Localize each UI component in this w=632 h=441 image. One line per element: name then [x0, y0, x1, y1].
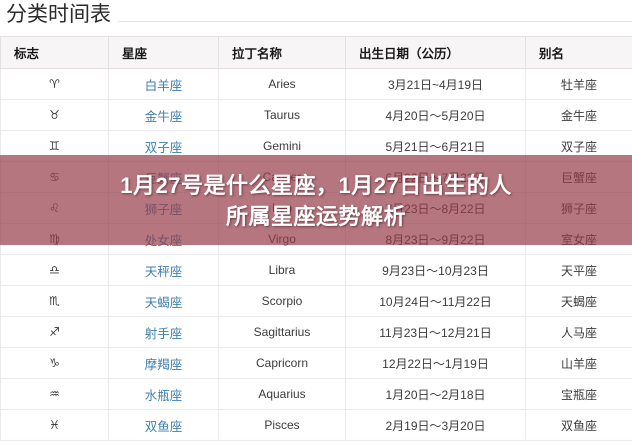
title-divider [118, 21, 632, 22]
birth-date: 1月20日～2月18日 [346, 379, 526, 410]
birth-date: 2月19日～3月20日 [346, 410, 526, 441]
table-row: ♈ 白羊座 Aries 3月21日~4月19日 牡羊座 [1, 69, 632, 100]
table-row: ♒ 水瓶座 Aquarius 1月20日～2月18日 宝瓶座 [1, 379, 632, 410]
constellation-link[interactable]: 天秤座 [145, 265, 183, 279]
zodiac-symbol-icon: ♒ [1, 379, 109, 410]
constellation-link[interactable]: 射手座 [145, 327, 183, 341]
latin-name: Scorpio [219, 286, 346, 317]
constellation-link[interactable]: 金牛座 [145, 110, 183, 124]
page-root: 分类时间表 标志 星座 拉丁名称 出生日期（公历） 别名 ♈ 白羊座 Aries… [0, 0, 632, 400]
constellation-link[interactable]: 双子座 [145, 141, 183, 155]
zodiac-symbol-icon: ♓ [1, 410, 109, 441]
constellation-link[interactable]: 水瓶座 [145, 389, 183, 403]
overlay-title-line-1: 1月27号是什么星座，1月27日出生的人 [120, 170, 511, 201]
alias-name: 人马座 [526, 317, 632, 348]
column-header-latin-name: 拉丁名称 [219, 37, 346, 69]
column-header-symbol: 标志 [1, 37, 109, 69]
table-row: ♎ 天秤座 Libra 9月23日～10月23日 天平座 [1, 255, 632, 286]
table-row: ♉ 金牛座 Taurus 4月20日～5月20日 金牛座 [1, 100, 632, 131]
latin-name: Capricorn [219, 348, 346, 379]
latin-name: Libra [219, 255, 346, 286]
overlay-title-line-2: 所属星座运势解析 [226, 201, 406, 232]
column-header-alias: 别名 [526, 37, 632, 69]
constellation-link[interactable]: 摩羯座 [145, 358, 183, 372]
column-header-birth-date: 出生日期（公历） [346, 37, 526, 69]
page-title: 分类时间表 [6, 1, 111, 29]
table-row: ♐ 射手座 Sagittarius 11月23日～12月21日 人马座 [1, 317, 632, 348]
alias-name: 天蝎座 [526, 286, 632, 317]
constellation-link[interactable]: 白羊座 [145, 79, 183, 93]
zodiac-symbol-icon: ♑ [1, 348, 109, 379]
zodiac-symbol-icon: ♉ [1, 100, 109, 131]
zodiac-symbol-icon: ♈ [1, 69, 109, 100]
constellation-link[interactable]: 天蝎座 [145, 296, 183, 310]
zodiac-symbol-icon: ♐ [1, 317, 109, 348]
constellation-link[interactable]: 双鱼座 [145, 420, 183, 434]
table-body: ♈ 白羊座 Aries 3月21日~4月19日 牡羊座 ♉ 金牛座 Taurus… [1, 69, 632, 441]
table-row: ♏ 天蝎座 Scorpio 10月24日～11月22日 天蝎座 [1, 286, 632, 317]
alias-name: 宝瓶座 [526, 379, 632, 410]
alias-name: 金牛座 [526, 100, 632, 131]
alias-name: 天平座 [526, 255, 632, 286]
birth-date: 12月22日～1月19日 [346, 348, 526, 379]
column-header-constellation: 星座 [109, 37, 219, 69]
latin-name: Sagittarius [219, 317, 346, 348]
alias-name: 双鱼座 [526, 410, 632, 441]
table-row: ♓ 双鱼座 Pisces 2月19日～3月20日 双鱼座 [1, 410, 632, 441]
birth-date: 11月23日～12月21日 [346, 317, 526, 348]
birth-date: 9月23日～10月23日 [346, 255, 526, 286]
zodiac-symbol-icon: ♏ [1, 286, 109, 317]
latin-name: Aries [219, 69, 346, 100]
birth-date: 10月24日～11月22日 [346, 286, 526, 317]
table-header-row: 标志 星座 拉丁名称 出生日期（公历） 别名 [1, 37, 632, 69]
birth-date: 4月20日～5月20日 [346, 100, 526, 131]
alias-name: 山羊座 [526, 348, 632, 379]
alias-name: 牡羊座 [526, 69, 632, 100]
table-row: ♑ 摩羯座 Capricorn 12月22日～1月19日 山羊座 [1, 348, 632, 379]
latin-name: Pisces [219, 410, 346, 441]
table-head: 标志 星座 拉丁名称 出生日期（公历） 别名 [1, 37, 632, 69]
latin-name: Taurus [219, 100, 346, 131]
birth-date: 3月21日~4月19日 [346, 69, 526, 100]
zodiac-symbol-icon: ♎ [1, 255, 109, 286]
latin-name: Aquarius [219, 379, 346, 410]
article-title-overlay: 1月27号是什么星座，1月27日出生的人 所属星座运势解析 [0, 155, 632, 245]
